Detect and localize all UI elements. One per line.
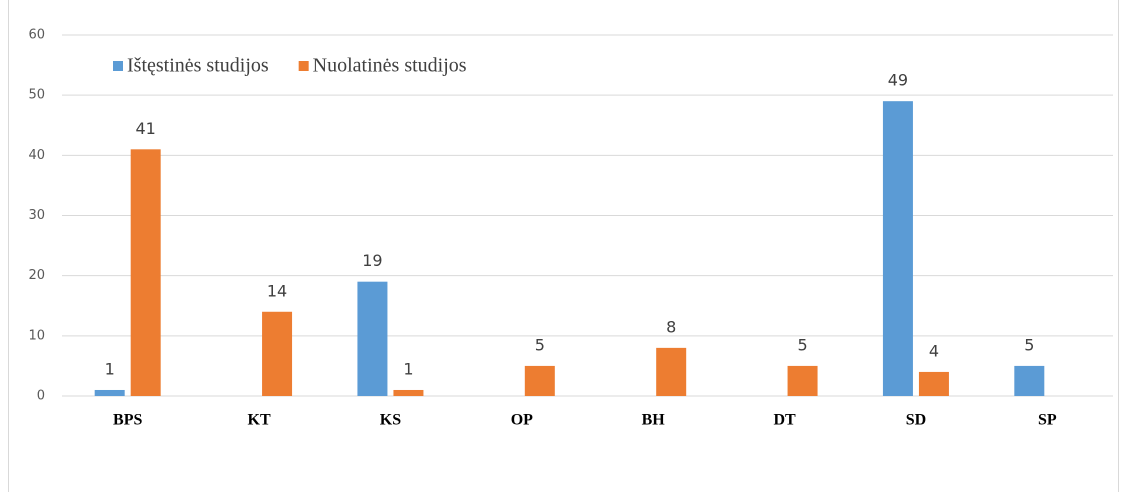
- legend-label: Nuolatinės studijos: [313, 55, 467, 77]
- legend-swatch: [113, 61, 123, 71]
- data-label: 1: [105, 359, 115, 378]
- x-tick-label: DT: [773, 412, 796, 429]
- bar: [357, 281, 388, 396]
- legend-swatch: [298, 61, 309, 71]
- bar: [882, 101, 913, 396]
- data-label: 19: [362, 251, 382, 270]
- data-label: 5: [1024, 335, 1034, 354]
- x-tick-label: KT: [248, 412, 271, 429]
- bar: [130, 149, 161, 396]
- y-tick-label: 20: [28, 268, 45, 283]
- data-label: 49: [888, 71, 908, 90]
- bar: [656, 347, 687, 396]
- data-label: 5: [535, 335, 545, 354]
- chart-border: [8, 0, 1119, 492]
- x-tick-label: OP: [511, 412, 533, 429]
- bar: [1014, 365, 1045, 396]
- data-label: 14: [267, 281, 287, 300]
- y-tick-label: 50: [28, 88, 45, 103]
- x-tick-label: KS: [380, 412, 401, 429]
- y-tick-label: 40: [28, 148, 45, 163]
- bar: [393, 389, 424, 396]
- legend-label: Ištęstinės studijos: [127, 55, 269, 77]
- bar: [524, 365, 555, 396]
- data-label: 8: [666, 317, 676, 336]
- x-tick-label: SP: [1038, 412, 1057, 429]
- data-label: 41: [136, 119, 156, 138]
- data-label: 1: [403, 359, 413, 378]
- x-tick-label: BPS: [113, 412, 142, 429]
- bar: [787, 365, 818, 396]
- data-label: 5: [797, 335, 807, 354]
- y-tick-label: 30: [28, 208, 45, 223]
- x-tick-label: BH: [642, 412, 666, 429]
- y-tick-label: 60: [28, 28, 45, 43]
- y-tick-label: 0: [37, 389, 45, 404]
- bar: [262, 311, 293, 396]
- y-tick-label: 10: [28, 328, 45, 343]
- bar: [918, 371, 949, 396]
- data-label: 4: [929, 341, 939, 360]
- x-tick-label: SD: [906, 412, 926, 429]
- bar: [94, 389, 125, 396]
